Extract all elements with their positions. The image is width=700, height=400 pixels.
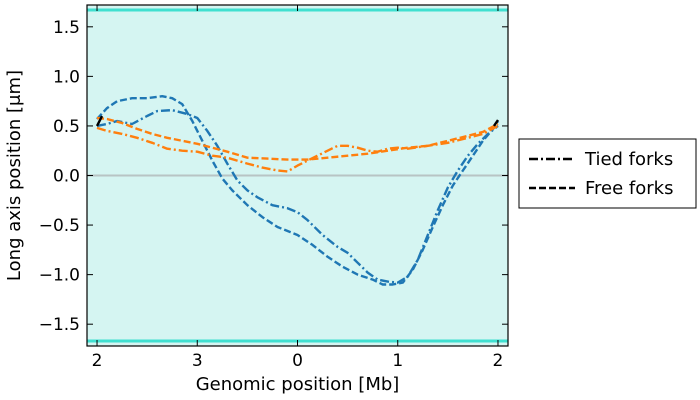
x-tick-label-4: 2 bbox=[493, 351, 504, 371]
x-axis-label: Genomic position [Mb] bbox=[196, 374, 400, 395]
legend-box bbox=[518, 138, 697, 209]
ticks: 2 3 0 1 2 1.5 1.0 0.5 0.0 −0.5 −1.0 −1.5 bbox=[39, 5, 508, 371]
y-tick-label-6: −1.5 bbox=[39, 315, 80, 335]
end-mark bbox=[492, 119, 499, 127]
x-tick-label-3: 1 bbox=[392, 351, 403, 371]
series-group bbox=[96, 95, 500, 286]
y-tick-label-4: −0.5 bbox=[39, 216, 80, 236]
end-marks bbox=[95, 115, 499, 127]
y-tick-label-5: −1.0 bbox=[39, 266, 80, 286]
start-mark bbox=[95, 115, 104, 127]
x-tick-label-0: 2 bbox=[92, 351, 103, 371]
legend-label-0: Tied forks bbox=[584, 149, 673, 170]
y-tick-label-3: 0.0 bbox=[53, 167, 80, 187]
x-tick-label-1: 3 bbox=[192, 351, 203, 371]
y-tick-label-0: 1.5 bbox=[53, 18, 80, 38]
y-tick-label-2: 0.5 bbox=[53, 117, 80, 137]
legend: Tied forks Free forks bbox=[518, 138, 697, 209]
series-line-3 bbox=[96, 116, 499, 161]
legend-label-1: Free forks bbox=[585, 178, 673, 199]
y-axis-label: Long axis position [μm] bbox=[4, 70, 25, 281]
x-tick-label-2: 0 bbox=[292, 351, 303, 371]
series-line-0 bbox=[96, 108, 499, 284]
series-line-1 bbox=[96, 95, 500, 286]
y-tick-label-1: 1.0 bbox=[53, 67, 80, 87]
